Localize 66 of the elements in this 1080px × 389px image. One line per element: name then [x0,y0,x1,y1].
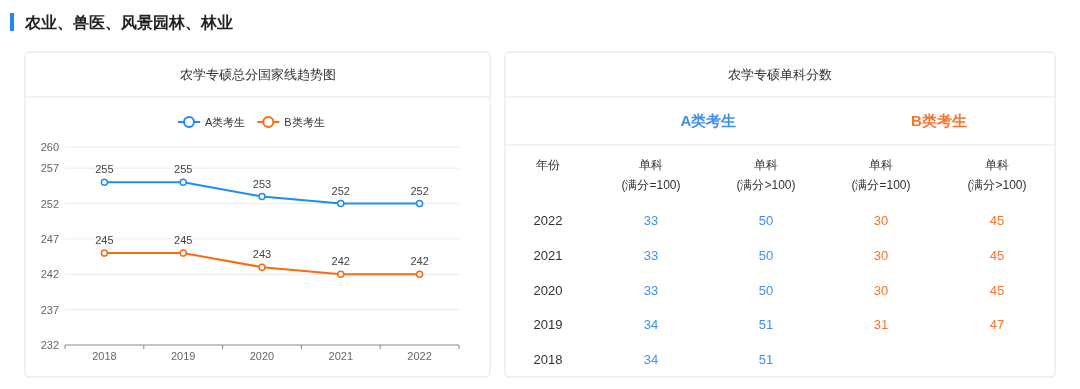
data-label: 50 [758,283,774,298]
y-tick-label: 2021 [533,248,563,263]
x-tick-label: 2021 [328,350,354,362]
x-tick-label: 2018 [92,350,117,362]
point [337,199,345,208]
y-tick-label: 242 [40,268,59,281]
y-tick-label: 237 [40,303,59,316]
legend-label: A类考生 [205,116,246,128]
point [337,270,345,279]
point [179,178,187,187]
point [179,249,187,257]
data-label: 253 [252,177,272,190]
data-label: 47 [989,317,1005,332]
x-tick-label: 单科 (满分>100) [967,158,1027,192]
data-label: 45 [989,213,1005,228]
data-label: 255 [95,163,114,176]
data-label: 245 [95,234,114,247]
data-label: 33 [643,213,659,228]
y-tick-label: 257 [40,162,59,175]
x-tick-label: 单科 (满分=100) [851,158,911,192]
data-label: 33 [643,248,659,263]
text: 农业、兽医、风景园林、林业 [24,14,233,31]
point [415,270,424,279]
point [258,192,266,201]
x-tick-label: 2019 [170,350,196,362]
data-label: 45 [989,283,1005,298]
point [258,263,266,271]
data-label: 252 [331,184,350,197]
x-tick-label: 单科 (满分>100) [736,158,796,192]
data-label: 31 [873,317,889,332]
data-label: 30 [873,213,889,228]
y-tick-label: 247 [40,232,59,245]
text: A类考生 [680,112,737,129]
data-label: 34 [643,352,659,367]
data-label: 33 [643,283,659,298]
data-label: 242 [331,255,350,268]
data-label: 242 [410,255,429,268]
x-tick-label: 2020 [249,350,275,362]
y-tick-label: 2019 [533,317,563,332]
chart-title: 农学专硕总分国家线趋势图 [179,67,336,82]
chart-title: 农学专硕单科分数 [728,67,832,82]
text: B类考生 [911,112,967,129]
y-tick-label: 232 [40,339,59,351]
y-tick-label: 2020 [533,283,563,298]
y-tick-label: 252 [40,197,59,210]
y-tick-label: 260 [40,141,59,153]
data-label: 252 [410,184,429,197]
data-label: 51 [758,352,774,367]
data-label: 50 [758,213,774,228]
point [415,199,424,208]
data-label: 243 [252,248,272,261]
data-label: 51 [758,317,774,332]
y-tick-label: 2022 [533,213,563,228]
data-label: 34 [643,317,659,332]
data-label: 30 [873,283,889,298]
data-label: 245 [174,234,193,247]
data-label: 50 [758,248,774,263]
legend-label: B类考生 [284,116,325,128]
x-tick-label: 单科 (满分=100) [621,158,681,192]
point [100,178,109,187]
x-tick-label: 2022 [407,350,432,362]
y-axis-title: 年份 [536,158,560,172]
data-label: 30 [873,248,889,263]
data-label: 255 [174,163,193,176]
point [100,249,109,257]
data-label: 45 [989,248,1005,263]
